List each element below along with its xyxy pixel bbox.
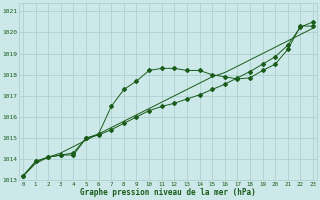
- X-axis label: Graphe pression niveau de la mer (hPa): Graphe pression niveau de la mer (hPa): [80, 188, 256, 197]
